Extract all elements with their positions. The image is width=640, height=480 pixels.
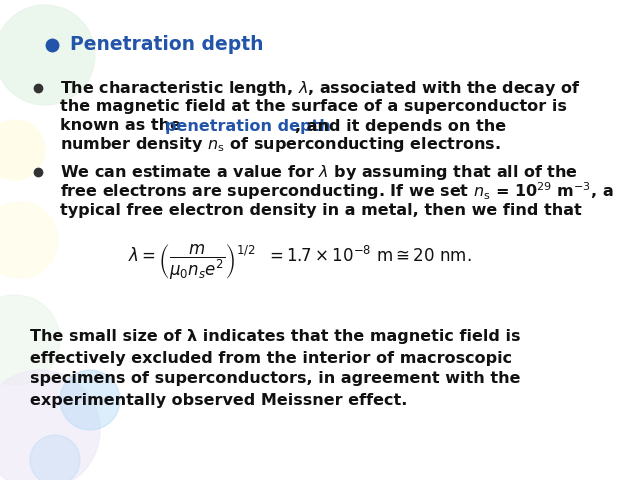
Text: typical free electron density in a metal, then we find that: typical free electron density in a metal… [60,203,582,217]
Text: , and it depends on the: , and it depends on the [295,119,506,133]
Text: We can estimate a value for $\lambda$ by assuming that all of the: We can estimate a value for $\lambda$ by… [60,163,578,181]
Circle shape [60,370,120,430]
Text: experimentally observed Meissner effect.: experimentally observed Meissner effect. [30,393,408,408]
Text: the magnetic field at the surface of a superconductor is: the magnetic field at the surface of a s… [60,99,567,115]
Circle shape [0,295,60,385]
Text: The characteristic length, $\lambda$, associated with the decay of: The characteristic length, $\lambda$, as… [60,79,580,97]
Text: penetration depth: penetration depth [165,119,331,133]
Circle shape [0,120,45,180]
Text: The small size of λ indicates that the magnetic field is: The small size of λ indicates that the m… [30,329,520,345]
Text: specimens of superconductors, in agreement with the: specimens of superconductors, in agreeme… [30,372,520,386]
Circle shape [0,202,58,278]
Text: $\lambda = \left(\dfrac{m}{\mu_0 n_s e^2}\right)^{1/2}\ \ = 1.7 \times 10^{-8}\ : $\lambda = \left(\dfrac{m}{\mu_0 n_s e^2… [128,242,472,282]
Text: effectively excluded from the interior of macroscopic: effectively excluded from the interior o… [30,350,512,365]
Text: known as the: known as the [60,119,187,133]
Circle shape [30,435,80,480]
Text: free electrons are superconducting. If we set $n_\mathrm{s}$ = 10$^{29}$ m$^{-3}: free electrons are superconducting. If w… [60,180,614,202]
Circle shape [0,370,100,480]
Circle shape [0,5,95,105]
Text: number density $n_\mathrm{s}$ of superconducting electrons.: number density $n_\mathrm{s}$ of superco… [60,135,500,155]
Text: Penetration depth: Penetration depth [70,36,264,55]
